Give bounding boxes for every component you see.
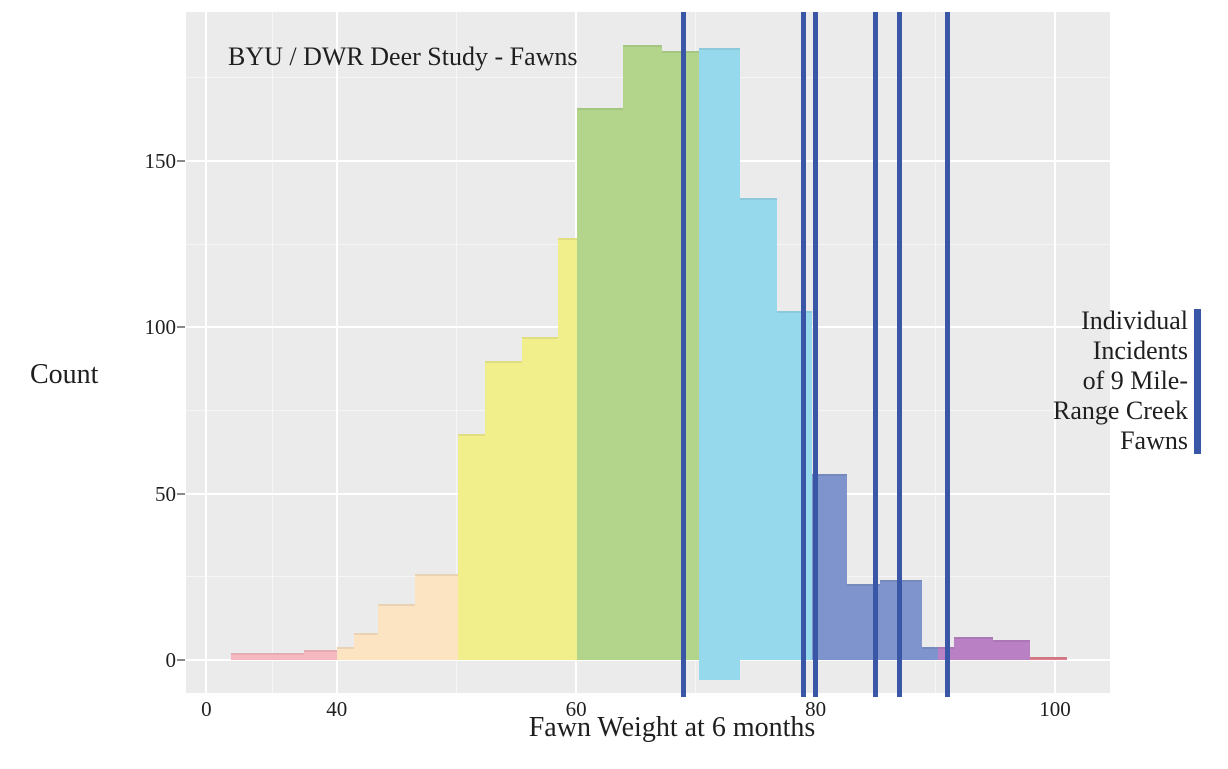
incidents-legend-line: Individual: [1081, 306, 1188, 335]
histogram-bar: [457, 433, 486, 661]
x-tick-label: 40: [326, 697, 348, 721]
incidents-legend-marker-bar: [1194, 309, 1201, 454]
incident-line: [944, 12, 950, 697]
histogram-bar: [662, 51, 700, 661]
incidents-legend-line: Fawns: [1120, 426, 1188, 455]
histogram-bar: [777, 310, 812, 661]
incidents-legend-line: of 9 Mile-: [1082, 366, 1188, 395]
major-gridline-x: [335, 12, 338, 693]
major-gridline-x: [1053, 12, 1056, 693]
incident-line: [681, 12, 687, 697]
minor-gridline-x: [934, 12, 936, 693]
x-tick-label: 80: [805, 697, 827, 721]
histogram-bar: [1029, 656, 1067, 661]
y-axis-tickmark: [177, 492, 185, 495]
y-axis-title: Count: [30, 359, 99, 390]
major-gridline-y: [186, 659, 1110, 662]
incident-line: [801, 12, 807, 697]
histogram-bar: [740, 197, 778, 661]
histogram-bar: [485, 360, 523, 661]
histogram-bar: [622, 44, 663, 661]
histogram-bar: [699, 47, 741, 681]
y-axis-tickmark: [177, 160, 185, 163]
histogram-bar: [231, 653, 305, 661]
histogram-bar: [336, 646, 354, 661]
incidents-legend-text: Individual Incidents of 9 Mile- Range Creek…: [1008, 306, 1188, 456]
histogram-bar: [522, 337, 559, 661]
minor-gridline-x: [455, 12, 457, 693]
y-tick-label: 150: [144, 149, 177, 174]
minor-gridline-x: [271, 12, 273, 693]
y-axis-tickmark: [177, 659, 185, 662]
y-axis-tickmark: [177, 326, 185, 329]
incident-line: [813, 12, 819, 697]
histogram-bar: [577, 107, 623, 661]
histogram-bar: [377, 603, 415, 661]
x-tick-label: 60: [565, 697, 587, 721]
incidents-legend-line: Incidents: [1092, 336, 1188, 365]
y-tick-label: 100: [144, 315, 177, 340]
y-tick-label: 50: [155, 481, 176, 506]
histogram-bar: [954, 636, 993, 661]
histogram-bar: [414, 573, 458, 661]
incidents-legend-line: Range Creek: [1052, 396, 1188, 425]
incident-line: [896, 12, 902, 697]
chart-title: BYU / DWR Deer Study - Fawns: [228, 42, 578, 71]
y-tick-label: 0: [165, 648, 177, 673]
histogram-bar: [558, 237, 578, 661]
histogram-bar: [304, 650, 337, 661]
histogram-bar: [922, 646, 938, 661]
x-tick-label: 0: [201, 697, 212, 721]
major-gridline-x: [205, 12, 208, 693]
histogram-bar: [353, 633, 378, 661]
histogram-bar: [992, 640, 1030, 661]
plot-area: [186, 12, 1110, 697]
x-axis-title: Fawn Weight at 6 months: [528, 712, 816, 743]
incident-line: [872, 12, 878, 697]
x-tick-label: 100: [1039, 697, 1071, 721]
